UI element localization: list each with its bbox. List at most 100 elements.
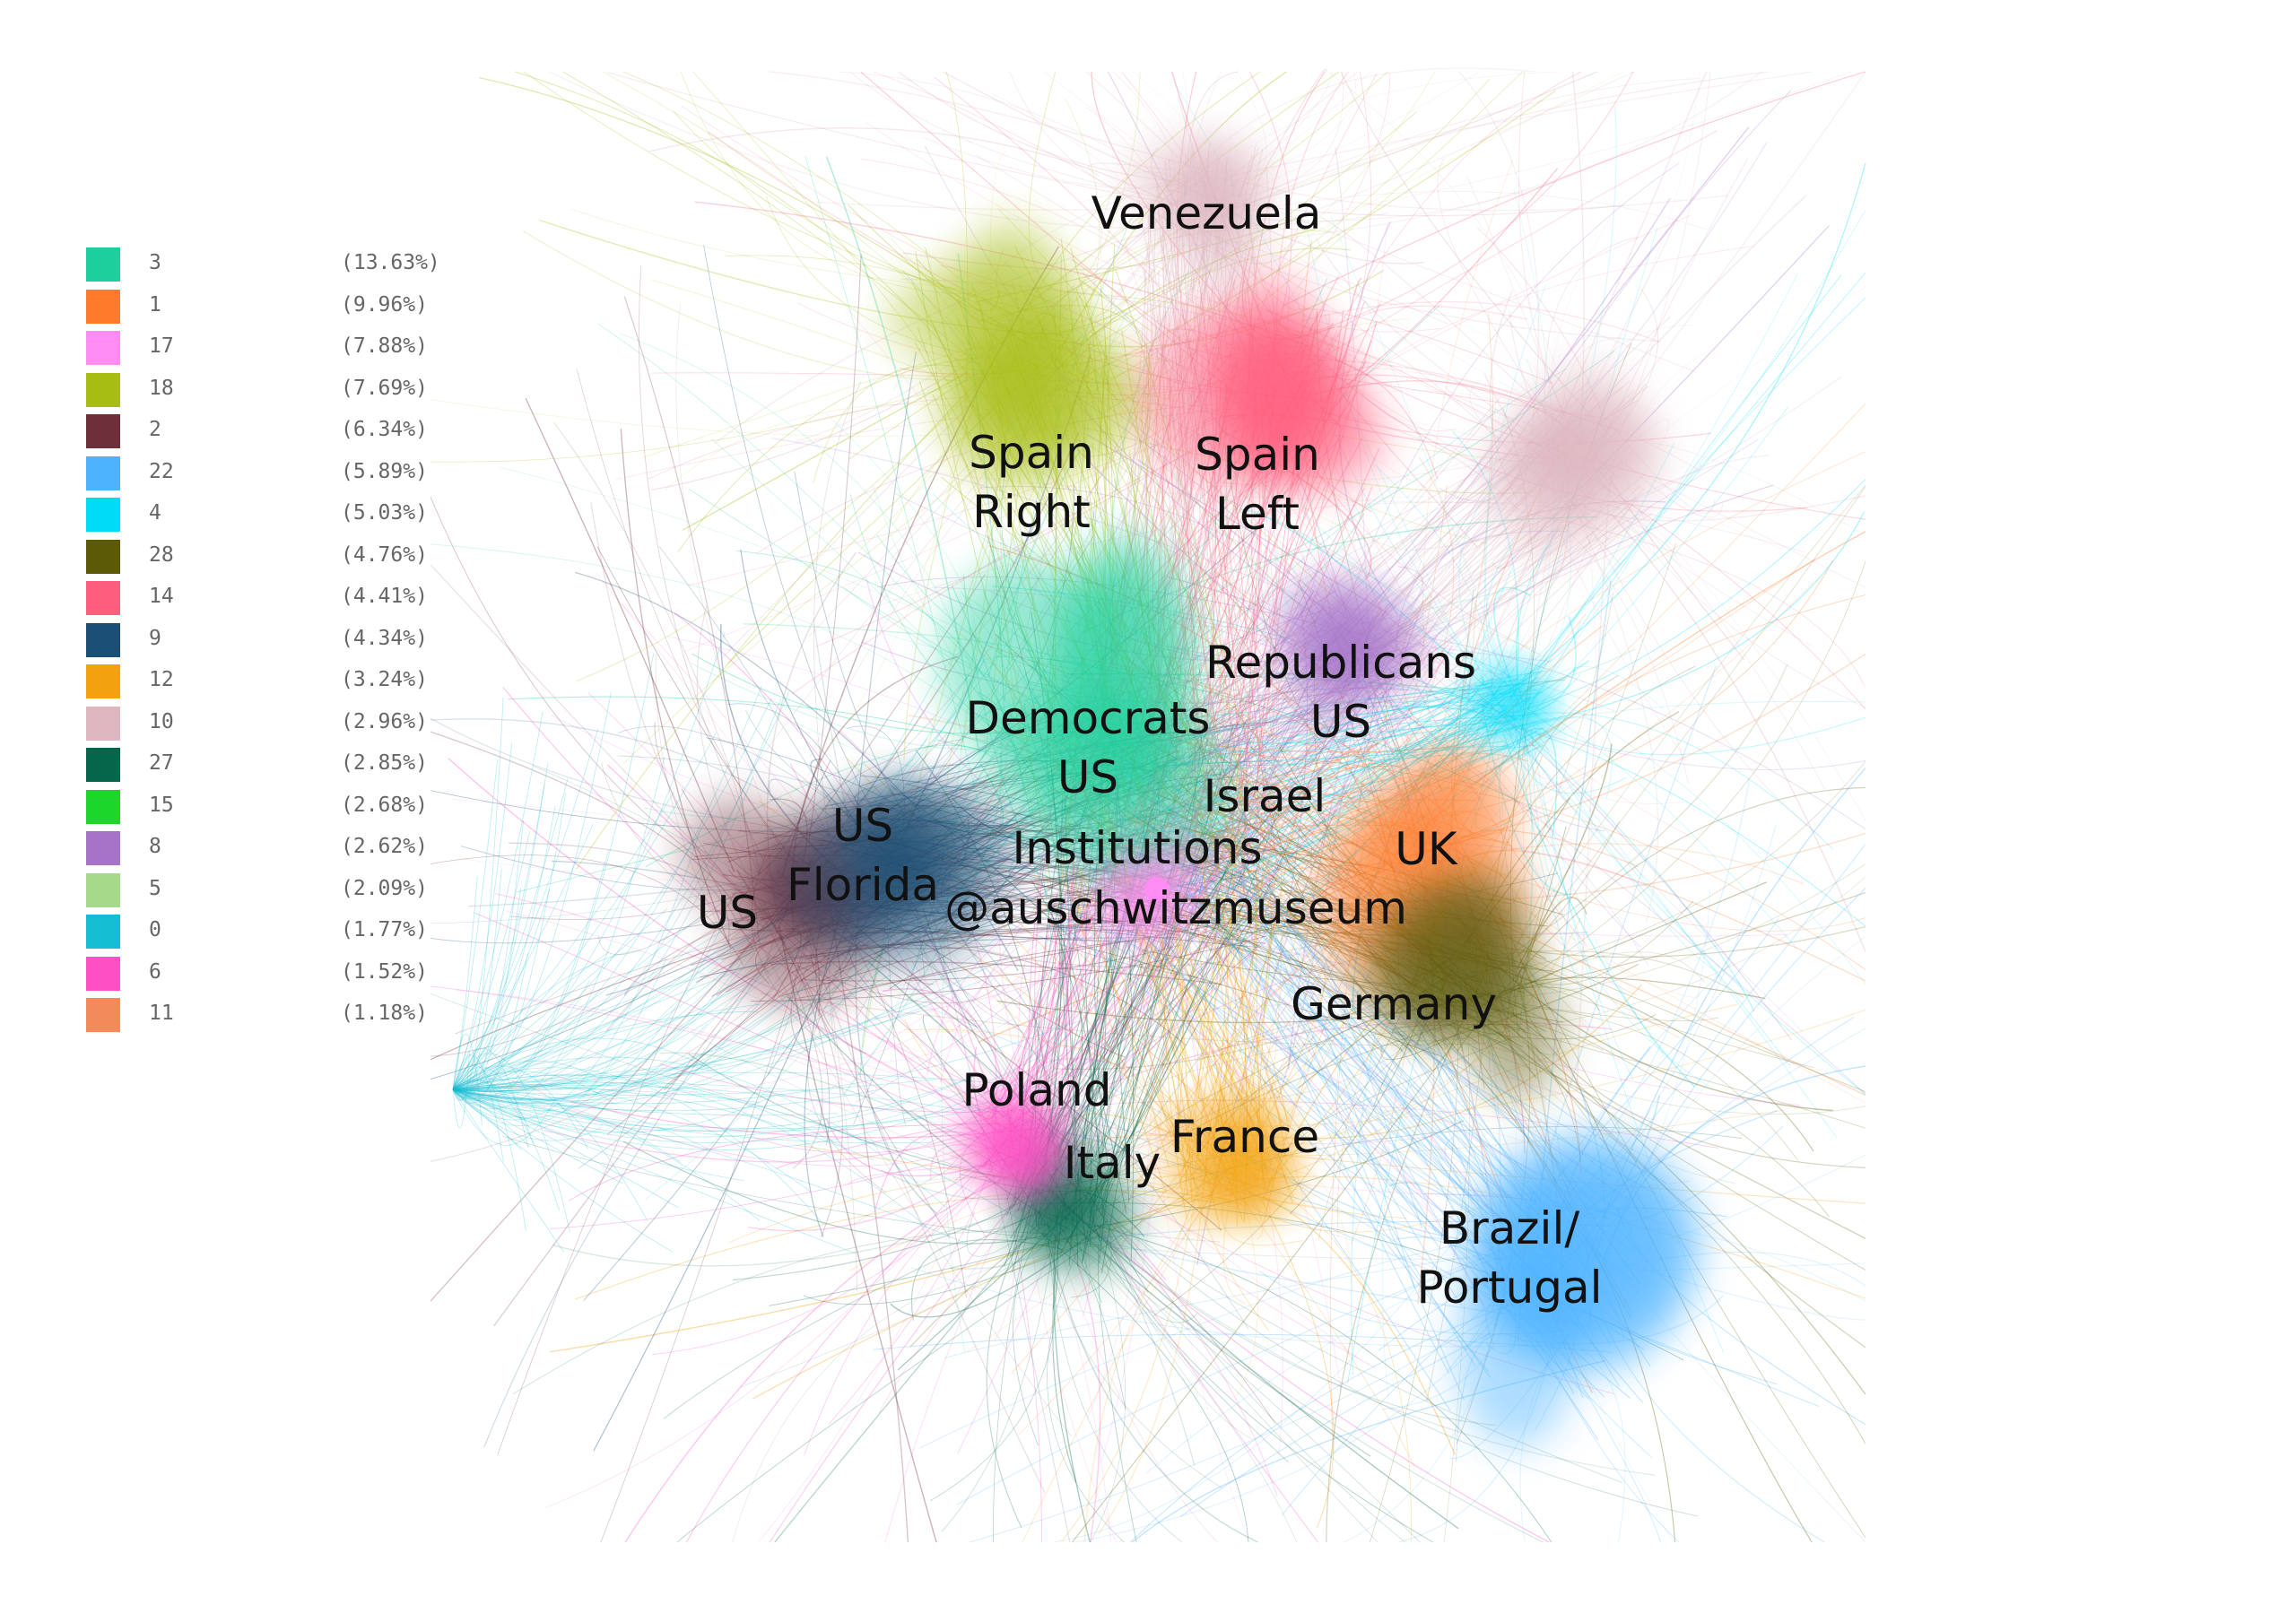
graph-edge — [1048, 892, 1087, 1091]
graph-edge — [990, 859, 1108, 1120]
graph-edge — [1213, 180, 1556, 221]
graph-edge — [452, 1089, 602, 1141]
graph-edge — [1058, 78, 1491, 412]
graph-edge — [452, 742, 513, 1090]
graph-edge — [1512, 690, 1634, 1080]
graph-edge — [452, 1054, 504, 1162]
legend-label: 8 — [149, 835, 161, 858]
legend-item: 2 (6.34%) — [86, 411, 481, 453]
label-spain-right: Spain Right — [969, 427, 1094, 538]
cluster-mass — [838, 845, 983, 968]
graph-edge — [452, 1084, 811, 1193]
graph-edge — [452, 1089, 564, 1253]
graph-edge — [1526, 1007, 1799, 1161]
graph-edge — [1249, 485, 1640, 864]
graph-edge — [1050, 919, 1072, 1120]
graph-edge — [1467, 567, 1513, 707]
legend-item: 14 (4.41%) — [86, 577, 481, 620]
legend-item: 0 (1.77%) — [86, 911, 481, 953]
graph-edge — [452, 1089, 709, 1150]
graph-edge — [1211, 494, 1527, 705]
graph-edge — [1258, 1195, 1335, 1529]
legend-item: 6 (1.52%) — [86, 953, 481, 995]
graph-edge — [452, 631, 726, 1090]
graph-edge — [452, 698, 504, 1101]
graph-edge — [452, 1051, 470, 1129]
graph-edge — [452, 653, 655, 1102]
graph-edge — [1044, 1229, 1259, 1543]
graph-edge — [1238, 850, 1437, 1233]
graph-edge — [1228, 468, 1283, 778]
graph-edge — [989, 866, 1220, 1119]
graph-edge — [1612, 515, 1866, 952]
legend-percent: (1.18%) — [341, 1002, 428, 1025]
label-democrats-us: Democrats US — [965, 692, 1211, 803]
graph-edge — [1060, 903, 1474, 1201]
graph-edge — [1054, 1213, 1475, 1543]
graph-edge — [1451, 430, 1519, 692]
legend-item: 17 (7.88%) — [86, 327, 481, 369]
label-uk: UK — [1395, 823, 1457, 875]
graph-edge — [525, 397, 735, 872]
cluster-mass — [1299, 586, 1411, 689]
graph-edge — [1232, 78, 1700, 206]
legend-label: 11 — [149, 1002, 174, 1025]
graph-edge — [452, 973, 857, 1101]
graph-edge — [774, 1223, 1039, 1543]
graph-edge — [1370, 1022, 1459, 1543]
graph-edge — [452, 1089, 774, 1133]
graph-edge — [1124, 813, 1280, 1167]
graph-edge — [1142, 266, 1266, 766]
graph-edge — [545, 1142, 1004, 1508]
graph-edge — [1465, 945, 1814, 1152]
graph-edge — [941, 641, 977, 1353]
legend-label: 15 — [149, 793, 174, 817]
graph-edge — [1010, 942, 1172, 1113]
graph-edge — [883, 875, 1135, 992]
graph-edge — [1515, 273, 1798, 727]
graph-edge — [452, 1089, 883, 1112]
graph-edge — [1025, 806, 1277, 1175]
graph-edge — [1137, 900, 1800, 1106]
graph-edge — [452, 919, 726, 1119]
graph-edge — [1179, 1332, 1492, 1517]
graph-edge — [1230, 906, 1494, 1190]
graph-edge — [430, 943, 730, 1061]
graph-edge — [1284, 71, 1866, 307]
graph-edge — [1034, 875, 1229, 1128]
graph-edge — [1212, 949, 1496, 1272]
graph-edge — [452, 1023, 709, 1112]
legend-percent: (7.88%) — [341, 334, 428, 358]
legend-percent: (9.96%) — [341, 292, 428, 317]
graph-edge — [1401, 632, 1866, 830]
graph-edge — [1072, 1037, 1459, 1543]
graph-edge — [1157, 211, 1274, 766]
graph-edge — [430, 854, 744, 966]
graph-edge — [1233, 435, 1298, 910]
graph-edge — [816, 201, 1172, 211]
graph-edge — [1074, 943, 1439, 1056]
graph-edge — [1175, 906, 1290, 1130]
legend-percent: (2.96%) — [341, 709, 428, 733]
graph-edge — [452, 1067, 824, 1225]
graph-edge — [991, 898, 1107, 1117]
legend-item: 9 (4.34%) — [86, 620, 481, 662]
cluster-mass — [1477, 1133, 1703, 1357]
label-us: US — [696, 887, 759, 939]
graph-edge — [606, 764, 1001, 1165]
graph-edge — [1501, 162, 1866, 696]
graph-edge — [515, 71, 1005, 425]
graph-edge — [452, 849, 609, 1099]
graph-edge — [452, 868, 502, 1101]
graph-edge — [1197, 919, 1240, 934]
graph-edge — [1248, 706, 1483, 768]
legend-swatch — [86, 831, 120, 865]
graph-edge — [732, 1189, 1040, 1281]
graph-edge — [452, 733, 717, 1090]
legend-item: 3 (13.63%) — [86, 244, 481, 286]
graph-edge — [1247, 694, 1489, 803]
cluster-mass — [1200, 1092, 1281, 1204]
graph-edge — [1219, 1009, 1866, 1128]
graph-edge — [452, 728, 599, 1090]
graph-edge — [452, 952, 529, 1104]
